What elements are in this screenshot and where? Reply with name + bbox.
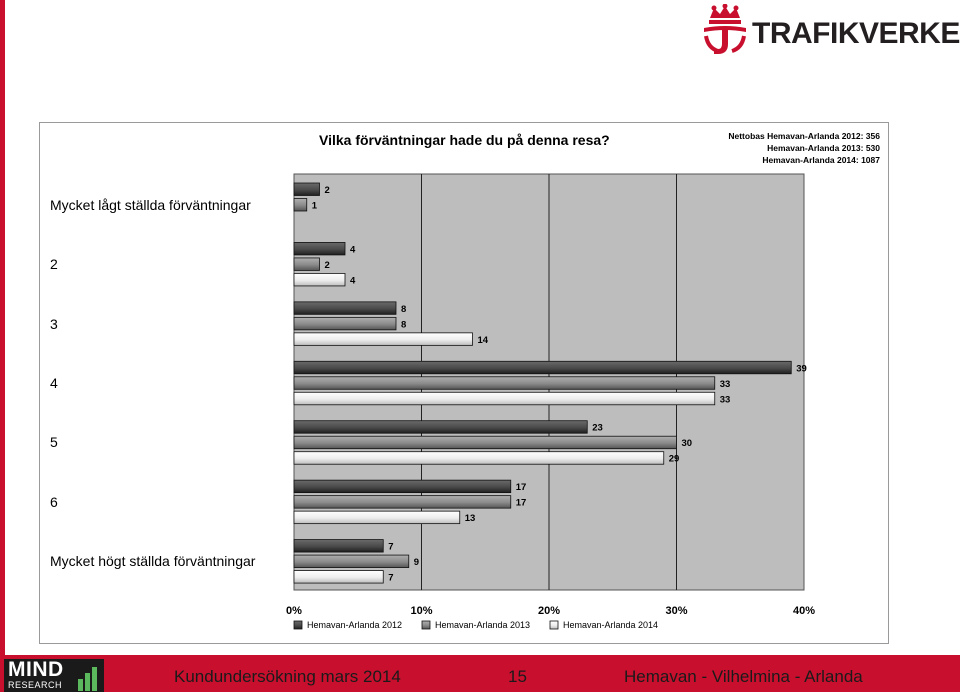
category-label: 4: [50, 375, 58, 392]
brand-name: TRAFIKVERKET: [752, 17, 960, 50]
bar: [293, 332, 473, 346]
bar: [293, 510, 461, 525]
x-tick-label: 10%: [410, 605, 432, 617]
bar: [293, 360, 792, 375]
x-tick-label: 30%: [665, 605, 687, 617]
legend-swatch: [293, 620, 303, 630]
data-label: 2: [325, 260, 330, 271]
data-label: 13: [465, 513, 476, 524]
bar: [293, 435, 677, 450]
trafikverket-logo: TRAFIKVERKET: [700, 3, 960, 60]
data-label: 17: [516, 498, 527, 509]
data-label: 33: [720, 394, 731, 405]
data-label: 8: [401, 304, 406, 315]
base-line-2012: Nettobas Hemavan-Arlanda 2012: 356: [728, 131, 880, 141]
bar: [293, 539, 384, 553]
bar: [293, 451, 665, 465]
bar: [293, 479, 512, 494]
legend-label: Hemavan-Arlanda 2014: [563, 620, 658, 630]
x-tick-label: 20%: [538, 605, 560, 617]
footer-bar: [0, 655, 960, 692]
mind-logo-text: MIND: [8, 658, 64, 681]
bar: [293, 316, 397, 331]
mind-logo-subtext: RESEARCH: [8, 680, 63, 690]
bar: [293, 198, 308, 212]
bar: [293, 495, 512, 509]
bar: [293, 273, 346, 287]
data-label: 8: [401, 319, 406, 330]
bar: [293, 182, 320, 196]
bar: [293, 257, 320, 271]
x-tick-label: 0%: [286, 605, 302, 617]
category-label: 3: [50, 315, 58, 332]
category-label: 5: [50, 434, 58, 451]
data-label: 33: [720, 379, 731, 390]
x-tick-label: 40%: [793, 605, 815, 617]
data-label: 17: [516, 482, 527, 493]
mind-research-logo: [4, 659, 104, 692]
bar: [293, 376, 716, 390]
bar: [293, 301, 397, 315]
data-label: 39: [796, 363, 807, 374]
category-label: Mycket lågt ställda förväntningar: [50, 196, 251, 213]
bar: [293, 242, 346, 256]
base-line-2013: Hemavan-Arlanda 2013: 530: [767, 143, 880, 153]
data-label: 4: [350, 244, 356, 255]
category-label: 2: [50, 256, 58, 273]
data-label: 23: [592, 423, 603, 434]
data-label: 1: [312, 201, 318, 212]
base-line-2014: Hemavan-Arlanda 2014: 1087: [762, 155, 880, 165]
category-label: 6: [50, 493, 58, 510]
footer-survey-title: Kundundersökning mars 2014: [174, 667, 401, 686]
data-label: 14: [478, 335, 489, 346]
data-label: 2: [325, 185, 330, 196]
data-label: 7: [388, 573, 393, 584]
data-label: 30: [682, 438, 693, 449]
data-label: 29: [669, 454, 680, 465]
bar: [293, 420, 588, 434]
left-accent-stripe: [0, 0, 5, 655]
category-label: Mycket högt ställda förväntningar: [50, 553, 256, 570]
legend-swatch: [549, 620, 559, 630]
chart-title: Vilka förväntningar hade du på denna res…: [319, 132, 610, 148]
base-info: Nettobas Hemavan-Arlanda 2012: 356 Hemav…: [700, 130, 880, 166]
data-label: 4: [350, 275, 356, 286]
data-label: 9: [414, 557, 419, 568]
legend-label: Hemavan-Arlanda 2013: [435, 620, 530, 630]
footer-route: Hemavan - Vilhelmina - Arlanda: [624, 667, 863, 686]
crown-icon: [704, 3, 746, 54]
bar: [293, 391, 716, 406]
data-label: 7: [388, 542, 393, 553]
bar: [293, 570, 384, 584]
page-number: 15: [508, 667, 527, 686]
legend-label: Hemavan-Arlanda 2012: [307, 620, 402, 630]
bar: [293, 554, 410, 568]
legend-swatch: [421, 620, 431, 630]
